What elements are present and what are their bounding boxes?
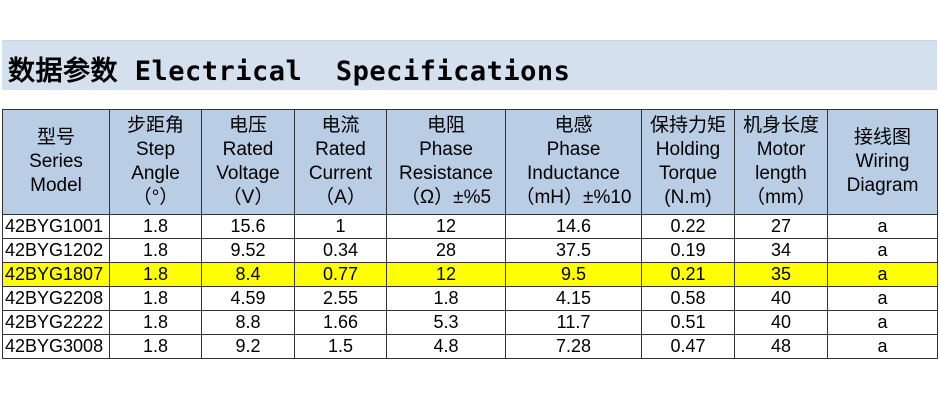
cell-voltage: 8.4 <box>201 262 295 287</box>
cell-inductance: 7.28 <box>505 334 642 359</box>
specifications-table: 型号 Series Model 步距角 Step Angle （°） 电压 Ra… <box>2 109 938 359</box>
cell-current: 1.66 <box>294 310 387 335</box>
cell-wiring: a <box>827 310 938 335</box>
cell-step-angle: 1.8 <box>109 334 202 359</box>
table-row: 42BYG1001 1.8 15.6 1 12 14.6 0.22 27 a <box>2 214 938 239</box>
cell-voltage: 8.8 <box>201 310 295 335</box>
cell-step-angle: 1.8 <box>109 286 202 311</box>
cell-model: 42BYG1001 <box>2 214 110 239</box>
cell-wiring: a <box>827 334 938 359</box>
cell-torque: 0.19 <box>641 238 735 263</box>
cell-step-angle: 1.8 <box>109 262 202 287</box>
cell-wiring: a <box>827 238 938 263</box>
cell-wiring: a <box>827 214 938 239</box>
cell-model: 42BYG2222 <box>2 310 110 335</box>
cell-model: 42BYG1202 <box>2 238 110 263</box>
cell-current: 0.77 <box>294 262 387 287</box>
cell-wiring: a <box>827 286 938 311</box>
cell-current: 2.55 <box>294 286 387 311</box>
cell-inductance: 37.5 <box>505 238 642 263</box>
table-header-row: 型号 Series Model 步距角 Step Angle （°） 电压 Ra… <box>2 109 938 215</box>
cell-resistance: 4.8 <box>386 334 506 359</box>
header-rated-current: 电流 Rated Current （A） <box>294 109 387 215</box>
cell-model: 42BYG2208 <box>2 286 110 311</box>
title-bar: 数据参数 Electrical Specifications <box>2 40 937 90</box>
header-wiring-diagram: 接线图 Wiring Diagram <box>827 109 938 215</box>
header-step-angle: 步距角 Step Angle （°） <box>109 109 202 215</box>
cell-voltage: 15.6 <box>201 214 295 239</box>
cell-current: 1 <box>294 214 387 239</box>
header-holding-torque: 保持力矩 Holding Torque (N.m) <box>641 109 735 215</box>
cell-length: 27 <box>734 214 828 239</box>
cell-inductance: 9.5 <box>505 262 642 287</box>
header-phase-inductance: 电感 Phase Inductance （mH）±%10 <box>505 109 642 215</box>
header-phase-resistance: 电阻 Phase Resistance （Ω）±%5 <box>386 109 506 215</box>
cell-voltage: 9.52 <box>201 238 295 263</box>
cell-resistance: 12 <box>386 262 506 287</box>
cell-length: 34 <box>734 238 828 263</box>
cell-resistance: 12 <box>386 214 506 239</box>
cell-length: 40 <box>734 286 828 311</box>
cell-resistance: 28 <box>386 238 506 263</box>
cell-current: 0.34 <box>294 238 387 263</box>
cell-length: 48 <box>734 334 828 359</box>
cell-torque: 0.58 <box>641 286 735 311</box>
header-motor-length: 机身长度 Motor length （mm） <box>734 109 828 215</box>
cell-torque: 0.51 <box>641 310 735 335</box>
cell-torque: 0.47 <box>641 334 735 359</box>
page-title: 数据参数 Electrical Specifications <box>8 56 571 87</box>
cell-current: 1.5 <box>294 334 387 359</box>
cell-resistance: 1.8 <box>386 286 506 311</box>
cell-inductance: 14.6 <box>505 214 642 239</box>
cell-length: 35 <box>734 262 828 287</box>
cell-voltage: 4.59 <box>201 286 295 311</box>
cell-wiring: a <box>827 262 938 287</box>
cell-model: 42BYG1807 <box>2 262 110 287</box>
cell-inductance: 4.15 <box>505 286 642 311</box>
cell-voltage: 9.2 <box>201 334 295 359</box>
header-rated-voltage: 电压 Rated Voltage （V） <box>201 109 295 215</box>
cell-model: 42BYG3008 <box>2 334 110 359</box>
cell-step-angle: 1.8 <box>109 238 202 263</box>
cell-step-angle: 1.8 <box>109 310 202 335</box>
table-row: 42BYG1202 1.8 9.52 0.34 28 37.5 0.19 34 … <box>2 238 938 263</box>
table-row: 42BYG3008 1.8 9.2 1.5 4.8 7.28 0.47 48 a <box>2 334 938 359</box>
cell-resistance: 5.3 <box>386 310 506 335</box>
cell-torque: 0.22 <box>641 214 735 239</box>
table-row: 42BYG2208 1.8 4.59 2.55 1.8 4.15 0.58 40… <box>2 286 938 311</box>
cell-torque: 0.21 <box>641 262 735 287</box>
table-row: 42BYG2222 1.8 8.8 1.66 5.3 11.7 0.51 40 … <box>2 310 938 335</box>
table-row-highlighted: 42BYG1807 1.8 8.4 0.77 12 9.5 0.21 35 a <box>2 262 938 287</box>
cell-step-angle: 1.8 <box>109 214 202 239</box>
header-series-model: 型号 Series Model <box>2 109 110 215</box>
cell-inductance: 11.7 <box>505 310 642 335</box>
cell-length: 40 <box>734 310 828 335</box>
